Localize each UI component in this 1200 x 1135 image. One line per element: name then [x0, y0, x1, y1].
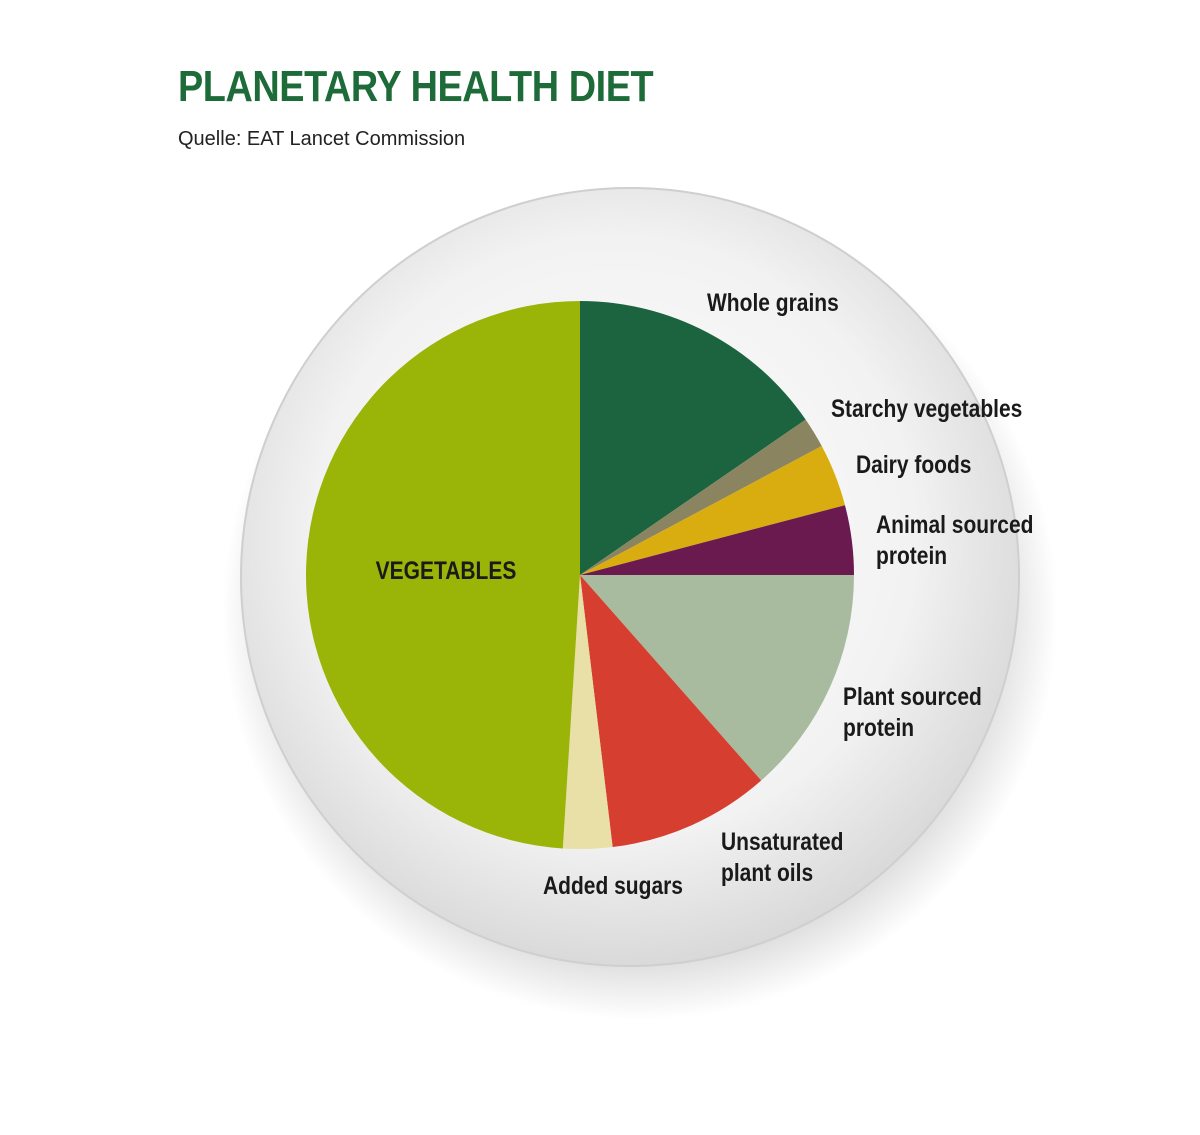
pie-slice-plant-sourced-protein — [580, 575, 855, 781]
slice-label-starchy-vegetables: Starchy vegetables — [831, 394, 1022, 422]
chart-title: PLANETARY HEALTH DIET — [178, 62, 654, 111]
pie-slice-animal-sourced-protein — [580, 505, 854, 575]
pie-slice-starchy-vegetables — [580, 419, 822, 575]
slice-label-unsaturated-plant-oils: Unsaturated plant oils — [721, 827, 843, 886]
chart-subtitle: Quelle: EAT Lancet Commission — [178, 128, 466, 150]
plate-rim — [240, 187, 1020, 967]
slice-label-plant-sourced-protein: Plant sourced protein — [843, 682, 982, 741]
pie-slice-added-sugars — [562, 575, 613, 850]
slice-label-animal-sourced-protein: Animal sourced protein — [876, 510, 1033, 569]
pie-slice-dairy-foods — [580, 446, 845, 575]
pie-slice-vegetables — [305, 300, 580, 849]
slice-label-vegetables: VEGETABLES — [376, 556, 517, 584]
slice-label-whole-grains: Whole grains — [707, 288, 839, 316]
slice-label-dairy-foods: Dairy foods — [856, 450, 971, 478]
pie-slice-unsaturated-plant-oils — [580, 575, 762, 848]
pie-slice-whole-grains — [580, 301, 806, 575]
slice-label-added-sugars: Added sugars — [543, 871, 683, 899]
